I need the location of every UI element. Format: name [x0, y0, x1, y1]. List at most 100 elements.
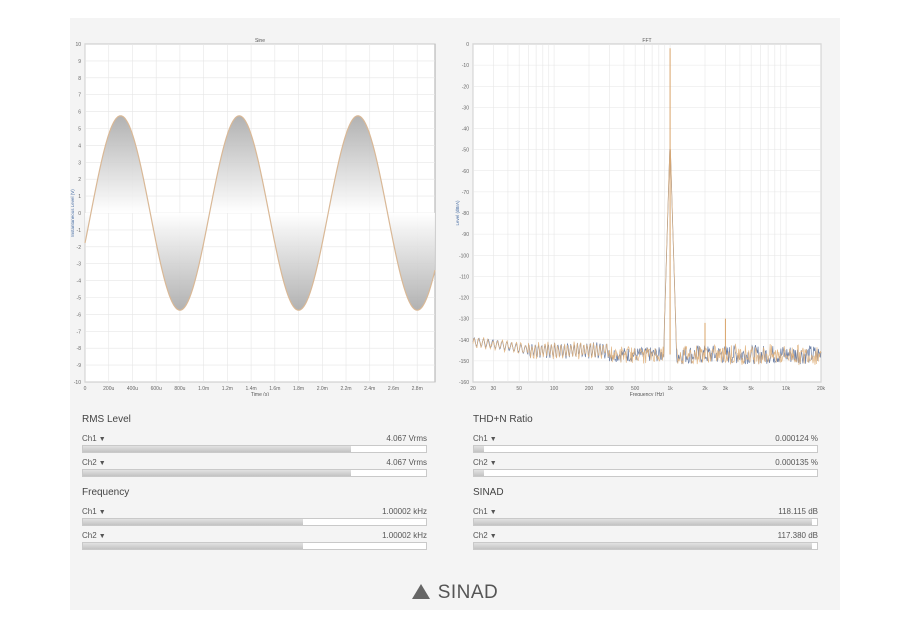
- sine-x-tick-label: 0: [84, 386, 87, 392]
- sine-x-tick-label: 2.0m: [317, 386, 328, 392]
- sine-y-tick-label: 1: [78, 194, 81, 200]
- channel-label: Ch1: [473, 507, 488, 516]
- thdn-ch2-selector[interactable]: Ch2 ▼: [473, 458, 497, 467]
- thdn-ch1-fill: [474, 446, 485, 452]
- thdn-ch2-value: 0.000135 %: [775, 458, 818, 467]
- fft-y-tick-label: -10: [462, 63, 469, 69]
- sine-y-tick-label: 7: [78, 93, 81, 99]
- rms-ch2-fill: [83, 470, 351, 476]
- thdn-ch1-bar: [473, 445, 818, 453]
- freq-ch2-fill: [83, 543, 303, 549]
- sine-x-tick-label: 2.8m: [412, 386, 423, 392]
- fft-y-tick-label: -160: [459, 380, 469, 386]
- freq-ch1-value: 1.00002 kHz: [382, 507, 427, 516]
- sine-y-tick-label: -6: [77, 312, 82, 318]
- sine-x-tick-label: 2.4m: [364, 386, 375, 392]
- rms-ch2-value: 4.067 Vrms: [386, 458, 427, 467]
- fft-y-tick-label: -40: [462, 127, 469, 133]
- sine-y-tick-label: 8: [78, 76, 81, 82]
- channel-label: Ch2: [473, 531, 488, 540]
- fft-x-tick-label: 100: [550, 386, 559, 392]
- fft-y-tick-label: -140: [459, 338, 469, 344]
- thdn-ratio-title: THD+N Ratio: [473, 414, 533, 425]
- sine-y-axis-label: Instantaneous Level (V): [70, 189, 75, 237]
- sine-y-tick-label: 0: [78, 211, 81, 217]
- analyzer-page: 10 9 8 7 6 5 4 3 2 1 0 -1 -2 -3 -4 -5 -6 -7 -8 -9 -10 0 200u 40…: [70, 18, 840, 610]
- sinad-title: SINAD: [473, 487, 504, 498]
- freq-ch1-bar: [82, 518, 427, 526]
- fft-y-tick-label: -80: [462, 211, 469, 217]
- sine-x-tick-label: 800u: [174, 386, 185, 392]
- thdn-ch1-selector[interactable]: Ch1 ▼: [473, 434, 497, 443]
- sine-y-tick-label: -2: [77, 245, 82, 251]
- fft-y-tick-label: -150: [459, 359, 469, 365]
- sine-x-tick-label: 2.6m: [388, 386, 399, 392]
- sine-y-tick-label: -4: [77, 279, 82, 285]
- thdn-ch2-fill: [474, 470, 485, 476]
- rms-ch2-bar: [82, 469, 427, 477]
- fft-y-tick-label: -60: [462, 169, 469, 175]
- sine-y-tick-label: 9: [78, 59, 81, 65]
- freq-ch2-row: Ch2 ▼ 1.00002 kHz: [82, 531, 427, 555]
- chevron-down-icon: ▼: [98, 436, 106, 443]
- sine-y-tick-label: 4: [78, 143, 81, 149]
- fft-x-tick-label: 500: [631, 386, 640, 392]
- channel-label: Ch2: [82, 458, 97, 467]
- sinad-ch1-value: 118.115 dB: [778, 507, 818, 516]
- sinad-ch2-bar: [473, 542, 818, 550]
- sine-y-tick-label: -9: [77, 363, 82, 369]
- freq-ch1-fill: [83, 519, 303, 525]
- sine-y-tick-label: -1: [77, 228, 82, 234]
- sine-y-tick-label: 5: [78, 127, 81, 133]
- sinad-ch2-selector[interactable]: Ch2 ▼: [473, 531, 497, 540]
- fft-x-tick-label: 300: [605, 386, 614, 392]
- rms-level-title: RMS Level: [82, 414, 131, 425]
- fft-x-tick-label: 3k: [723, 386, 729, 392]
- thdn-ch2-bar: [473, 469, 818, 477]
- sinad-ch1-bar: [473, 518, 818, 526]
- sinad-ch2-value: 117.380 dB: [777, 531, 818, 540]
- sine-x-tick-label: 1.4m: [246, 386, 257, 392]
- fft-y-tick-label: -110: [459, 274, 469, 280]
- freq-ch1-selector[interactable]: Ch1 ▼: [82, 507, 106, 516]
- fft-y-tick-label: -90: [462, 232, 469, 238]
- freq-ch2-selector[interactable]: Ch2 ▼: [82, 531, 106, 540]
- rms-ch1-value: 4.067 Vrms: [386, 434, 427, 443]
- sine-waveform-line: [84, 115, 436, 311]
- sine-y-tick-label: -3: [77, 262, 82, 268]
- sine-y-tick-label: 6: [78, 110, 81, 116]
- sinad-ch1-row: Ch1 ▼ 118.115 dB: [473, 507, 818, 531]
- sine-y-tick-label: -7: [77, 329, 82, 335]
- sinad-group: SINAD Ch1 ▼ 118.115 dB Ch2 ▼ 117.380 dB: [473, 487, 818, 555]
- fft-x-tick-label: 20k: [817, 386, 826, 392]
- sine-x-tick-label: 600u: [151, 386, 162, 392]
- sine-x-tick-label: 1.0m: [198, 386, 209, 392]
- fft-x-tick-label: 20: [470, 386, 476, 392]
- sinad-ch1-selector[interactable]: Ch1 ▼: [473, 507, 497, 516]
- rms-ch1-bar: [82, 445, 427, 453]
- chevron-down-icon: ▼: [98, 533, 106, 540]
- freq-ch2-value: 1.00002 kHz: [382, 531, 427, 540]
- fft-y-tick-label: -20: [462, 84, 469, 90]
- fft-x-tick-label: 50: [516, 386, 522, 392]
- sine-chart-panel: 10 9 8 7 6 5 4 3 2 1 0 -1 -2 -3 -4 -5 -6 -7 -8 -9 -10 0 200u 40…: [70, 36, 445, 401]
- rms-ch2-selector[interactable]: Ch2 ▼: [82, 458, 106, 467]
- fft-y-tick-label: -130: [459, 317, 469, 323]
- chevron-down-icon: ▼: [98, 509, 106, 516]
- frequency-group: Frequency Ch1 ▼ 1.00002 kHz Ch2 ▼ 1.00002 …: [82, 487, 427, 555]
- fft-series-ch2: [472, 148, 822, 366]
- sine-x-axis-label: Time (s): [251, 392, 269, 396]
- rms-ch1-selector[interactable]: Ch1 ▼: [82, 434, 106, 443]
- channel-label: Ch1: [473, 434, 488, 443]
- sine-y-tick-label: 2: [78, 177, 81, 183]
- sine-y-tick-label: -10: [74, 380, 81, 386]
- fft-chart: 0 -10 -20 -30 -40 -50 -60 -70 -80 -90 -100 -110 -120…: [455, 38, 826, 398]
- fft-x-tick-label: 1k: [667, 386, 673, 392]
- fft-y-tick-label: 0: [466, 42, 469, 48]
- caption-text: SINAD: [437, 582, 499, 603]
- fft-chart-title: FFT: [642, 38, 651, 44]
- frequency-title: Frequency: [82, 487, 130, 498]
- sinad-ch1-fill: [474, 519, 812, 525]
- sine-x-tick-label: 1.6m: [269, 386, 280, 392]
- chevron-down-icon: ▼: [489, 460, 497, 467]
